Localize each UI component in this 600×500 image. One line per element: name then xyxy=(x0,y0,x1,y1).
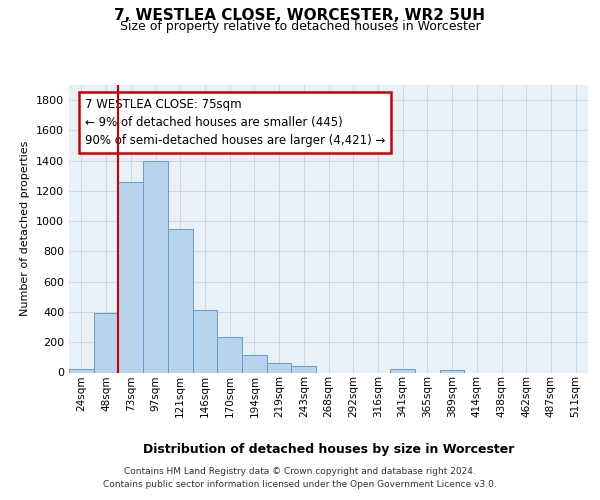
Bar xyxy=(168,229,193,372)
Text: 7 WESTLEA CLOSE: 75sqm
← 9% of detached houses are smaller (445)
90% of semi-det: 7 WESTLEA CLOSE: 75sqm ← 9% of detached … xyxy=(85,98,385,147)
Bar xyxy=(217,337,242,372)
Bar xyxy=(440,370,464,372)
Bar xyxy=(193,310,217,372)
Text: Distribution of detached houses by size in Worcester: Distribution of detached houses by size … xyxy=(143,442,514,456)
Text: Contains public sector information licensed under the Open Government Licence v3: Contains public sector information licen… xyxy=(103,480,497,489)
Text: 7, WESTLEA CLOSE, WORCESTER, WR2 5UH: 7, WESTLEA CLOSE, WORCESTER, WR2 5UH xyxy=(115,8,485,22)
Y-axis label: Number of detached properties: Number of detached properties xyxy=(20,141,31,316)
Bar xyxy=(118,182,143,372)
Bar xyxy=(94,314,118,372)
Bar xyxy=(267,362,292,372)
Bar xyxy=(292,366,316,372)
Bar xyxy=(69,368,94,372)
Text: Contains HM Land Registry data © Crown copyright and database right 2024.: Contains HM Land Registry data © Crown c… xyxy=(124,467,476,476)
Bar xyxy=(242,355,267,372)
Text: Size of property relative to detached houses in Worcester: Size of property relative to detached ho… xyxy=(119,20,481,33)
Bar xyxy=(143,162,168,372)
Bar xyxy=(390,370,415,372)
